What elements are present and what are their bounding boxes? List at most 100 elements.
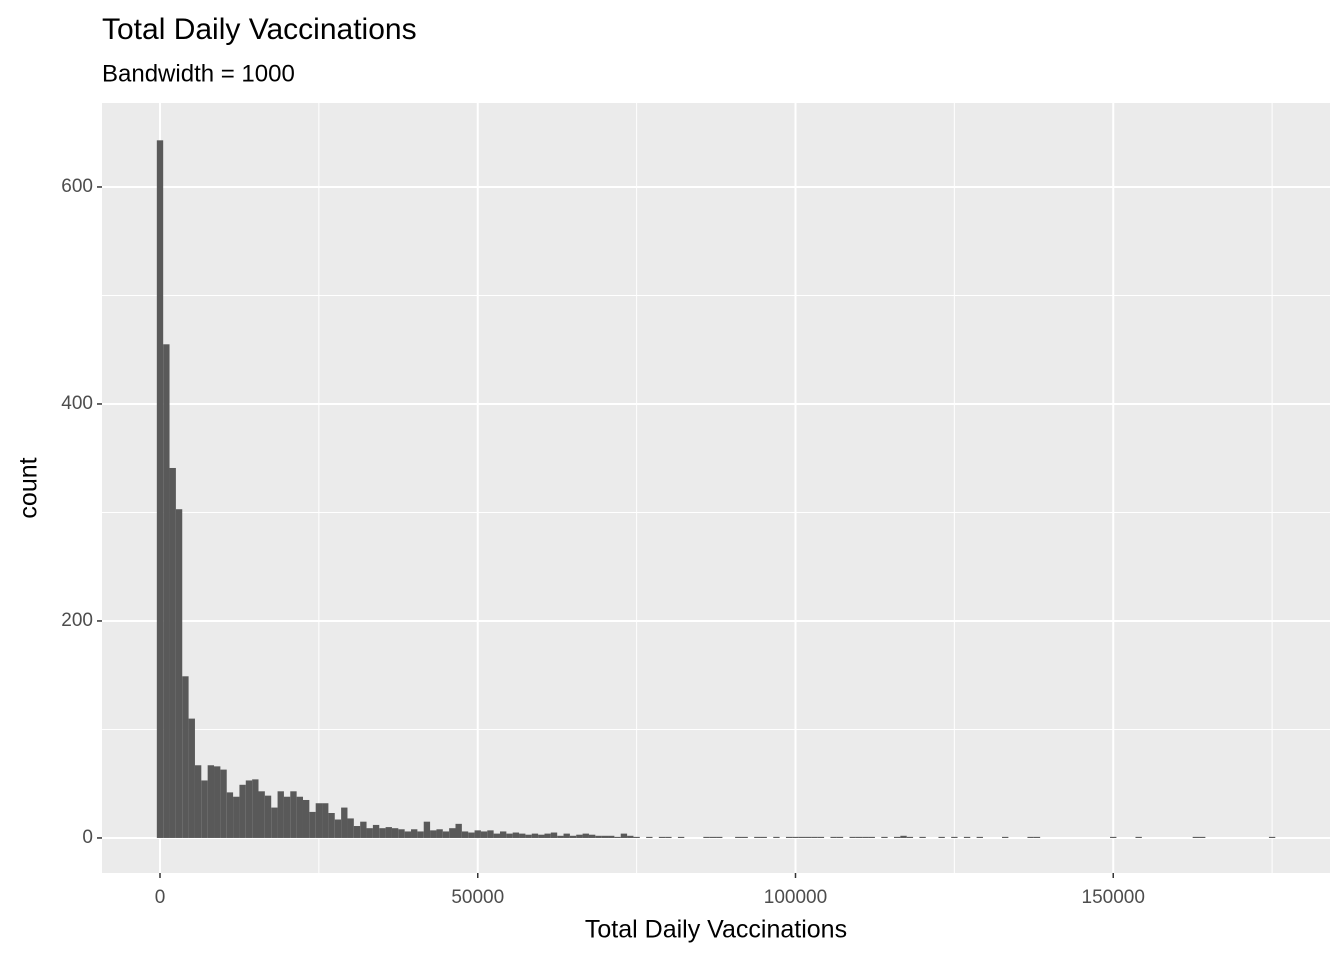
bar	[817, 836, 825, 838]
bar	[226, 792, 234, 838]
bar	[519, 833, 526, 838]
bar	[893, 836, 901, 838]
bar	[322, 803, 329, 838]
bar	[627, 835, 634, 838]
bar	[506, 833, 513, 838]
bar	[900, 835, 907, 838]
bar	[906, 836, 914, 838]
bar	[525, 834, 532, 838]
bar	[328, 813, 335, 838]
bar	[493, 833, 500, 838]
bar	[633, 836, 640, 838]
bar	[404, 831, 412, 838]
x-tick-label: 0	[155, 887, 166, 908]
bar	[735, 836, 742, 838]
bar	[1033, 836, 1041, 838]
bar	[188, 718, 195, 838]
chart-subtitle: Bandwidth = 1000	[102, 60, 295, 87]
bar	[341, 807, 348, 838]
bar	[836, 836, 844, 838]
bar	[938, 836, 945, 838]
bar	[156, 140, 164, 838]
bar	[582, 833, 589, 838]
bar	[1199, 836, 1206, 838]
bar	[290, 791, 297, 838]
bar	[487, 830, 494, 838]
bar	[544, 833, 551, 838]
bar	[258, 791, 265, 838]
bar	[207, 765, 215, 838]
bar	[436, 829, 443, 838]
x-tick-label: 100000	[764, 887, 827, 908]
x-tick-label: 50000	[451, 887, 504, 908]
bar	[1110, 836, 1117, 838]
bar	[1135, 836, 1142, 838]
bar	[480, 831, 488, 838]
bar	[163, 344, 170, 838]
bar	[760, 836, 767, 838]
bar	[595, 835, 602, 838]
bar	[442, 831, 450, 838]
bar	[283, 796, 291, 838]
bar	[792, 836, 799, 838]
bar	[658, 836, 666, 838]
bar	[175, 509, 183, 838]
bar	[614, 836, 621, 838]
bar	[1268, 836, 1276, 838]
bar	[474, 830, 481, 838]
bar	[430, 830, 437, 838]
bar	[620, 833, 628, 838]
y-tick-label: 400	[61, 393, 93, 414]
bar	[423, 821, 431, 838]
bar	[512, 832, 520, 838]
bar	[588, 834, 596, 838]
bar	[805, 836, 812, 838]
bar	[411, 829, 418, 838]
bar	[214, 766, 221, 838]
bar	[315, 803, 323, 838]
y-tick-label: 0	[82, 827, 93, 848]
bar	[239, 784, 246, 838]
bar	[557, 835, 564, 838]
bar	[309, 811, 316, 838]
bar	[963, 836, 971, 838]
bar	[461, 831, 469, 838]
chart-title: Total Daily Vaccinations	[102, 13, 417, 46]
bar	[271, 807, 278, 838]
bar	[773, 836, 780, 838]
bar	[550, 832, 558, 838]
bar	[391, 828, 399, 838]
bar	[296, 796, 303, 838]
bar	[798, 836, 806, 838]
x-axis-title: Total Daily Vaccinations	[585, 916, 847, 944]
bar	[372, 824, 380, 838]
bar	[868, 836, 875, 838]
bar	[366, 828, 373, 838]
bar	[951, 836, 958, 838]
y-tick-label: 600	[61, 176, 93, 197]
bar	[233, 796, 240, 838]
bar	[538, 834, 545, 838]
bar	[881, 836, 888, 838]
bar	[741, 836, 748, 838]
bar	[194, 765, 202, 838]
bar	[646, 836, 653, 838]
bar	[398, 829, 405, 838]
bar	[252, 779, 259, 838]
bar	[449, 828, 456, 838]
bar	[569, 835, 577, 838]
bar	[919, 836, 926, 838]
bar	[277, 791, 284, 838]
bar	[785, 836, 793, 838]
bar	[182, 676, 189, 838]
bar	[665, 836, 672, 838]
bar	[302, 799, 310, 838]
bar	[811, 836, 818, 838]
bar	[455, 823, 462, 838]
bar	[976, 836, 983, 838]
bar	[608, 835, 615, 838]
panel	[102, 103, 1330, 873]
bar	[1002, 836, 1009, 838]
bar	[709, 836, 717, 838]
